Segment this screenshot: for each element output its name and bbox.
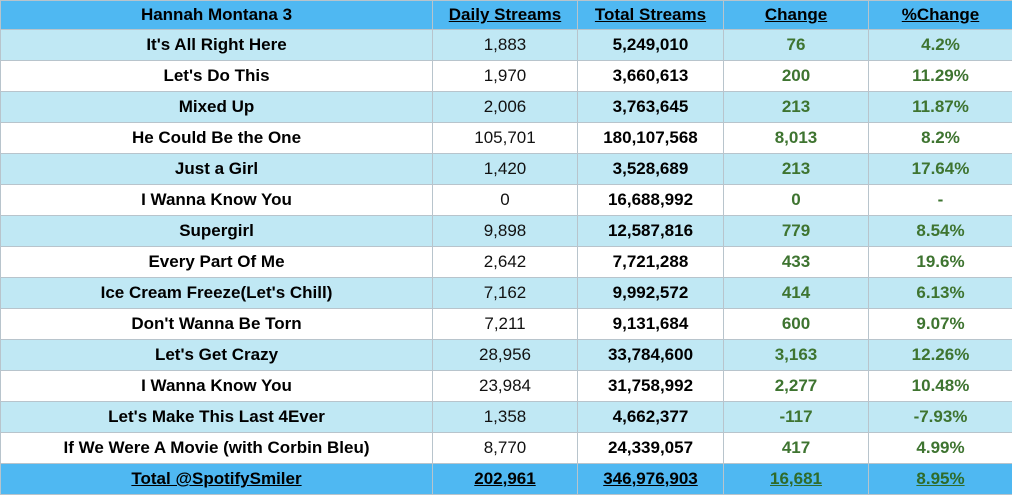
total-streams-header[interactable]: Total Streams <box>578 1 724 30</box>
song-title-cell: It's All Right Here <box>1 30 433 61</box>
pct-change-cell: 8.2% <box>869 123 1012 154</box>
pct-change-cell: 11.29% <box>869 61 1012 92</box>
change-cell: 8,013 <box>724 123 869 154</box>
pct-change-cell: -7.93% <box>869 402 1012 433</box>
header-row: Hannah Montana 3 Daily Streams Total Str… <box>1 1 1012 30</box>
daily-streams-cell: 1,970 <box>433 61 578 92</box>
change-cell: 76 <box>724 30 869 61</box>
total-row: Total @SpotifySmiler 202,961 346,976,903… <box>1 464 1012 495</box>
change-header[interactable]: Change <box>724 1 869 30</box>
song-title-cell: Mixed Up <box>1 92 433 123</box>
daily-streams-cell: 0 <box>433 185 578 216</box>
pct-change-cell: 9.07% <box>869 309 1012 340</box>
daily-streams-cell: 2,642 <box>433 247 578 278</box>
pct-change-cell: 8.54% <box>869 216 1012 247</box>
total-streams-cell: 7,721,288 <box>578 247 724 278</box>
album-title-header: Hannah Montana 3 <box>1 1 433 30</box>
pct-change-header[interactable]: %Change <box>869 1 1012 30</box>
total-streams-cell: 3,660,613 <box>578 61 724 92</box>
total-streams-cell: 12,587,816 <box>578 216 724 247</box>
song-title-cell: I Wanna Know You <box>1 371 433 402</box>
song-title-cell: Let's Get Crazy <box>1 340 433 371</box>
pct-change-cell: 19.6% <box>869 247 1012 278</box>
total-streams-cell: 3,528,689 <box>578 154 724 185</box>
song-title-cell: If We Were A Movie (with Corbin Bleu) <box>1 433 433 464</box>
change-cell: 3,163 <box>724 340 869 371</box>
daily-streams-cell: 7,162 <box>433 278 578 309</box>
daily-streams-cell: 28,956 <box>433 340 578 371</box>
change-cell: 779 <box>724 216 869 247</box>
table-row: If We Were A Movie (with Corbin Bleu)8,7… <box>1 433 1012 464</box>
pct-change-cell: 10.48% <box>869 371 1012 402</box>
pct-change-cell: 17.64% <box>869 154 1012 185</box>
song-title-cell: Let's Do This <box>1 61 433 92</box>
change-cell: -117 <box>724 402 869 433</box>
daily-streams-cell: 2,006 <box>433 92 578 123</box>
change-cell: 200 <box>724 61 869 92</box>
change-cell: 417 <box>724 433 869 464</box>
song-title-cell: Supergirl <box>1 216 433 247</box>
song-title-cell: Let's Make This Last 4Ever <box>1 402 433 433</box>
pct-change-cell: 4.99% <box>869 433 1012 464</box>
change-cell: 600 <box>724 309 869 340</box>
daily-streams-cell: 1,420 <box>433 154 578 185</box>
total-streams-cell: 180,107,568 <box>578 123 724 154</box>
total-streams-cell: 24,339,057 <box>578 433 724 464</box>
change-cell: 414 <box>724 278 869 309</box>
song-title-cell: Just a Girl <box>1 154 433 185</box>
total-streams-cell: 33,784,600 <box>578 340 724 371</box>
total-streams-cell: 5,249,010 <box>578 30 724 61</box>
pct-change-cell: 12.26% <box>869 340 1012 371</box>
total-change[interactable]: 16,681 <box>724 464 869 495</box>
total-total[interactable]: 346,976,903 <box>578 464 724 495</box>
daily-streams-cell: 7,211 <box>433 309 578 340</box>
daily-streams-cell: 1,883 <box>433 30 578 61</box>
change-cell: 213 <box>724 154 869 185</box>
daily-streams-cell: 105,701 <box>433 123 578 154</box>
daily-streams-header[interactable]: Daily Streams <box>433 1 578 30</box>
total-pct[interactable]: 8.95% <box>869 464 1012 495</box>
pct-change-cell: - <box>869 185 1012 216</box>
daily-streams-cell: 1,358 <box>433 402 578 433</box>
total-streams-cell: 9,131,684 <box>578 309 724 340</box>
change-cell: 0 <box>724 185 869 216</box>
pct-change-cell: 4.2% <box>869 30 1012 61</box>
song-title-cell: Don't Wanna Be Torn <box>1 309 433 340</box>
song-title-cell: He Could Be the One <box>1 123 433 154</box>
total-streams-cell: 3,763,645 <box>578 92 724 123</box>
daily-streams-cell: 8,770 <box>433 433 578 464</box>
song-title-cell: Ice Cream Freeze(Let's Chill) <box>1 278 433 309</box>
song-title-cell: Every Part Of Me <box>1 247 433 278</box>
change-cell: 213 <box>724 92 869 123</box>
total-label-link[interactable]: Total @SpotifySmiler <box>1 464 433 495</box>
total-daily[interactable]: 202,961 <box>433 464 578 495</box>
total-streams-cell: 4,662,377 <box>578 402 724 433</box>
pct-change-cell: 6.13% <box>869 278 1012 309</box>
daily-streams-cell: 9,898 <box>433 216 578 247</box>
total-streams-cell: 9,992,572 <box>578 278 724 309</box>
total-streams-cell: 16,688,992 <box>578 185 724 216</box>
pct-change-cell: 11.87% <box>869 92 1012 123</box>
song-title-cell: I Wanna Know You <box>1 185 433 216</box>
change-cell: 2,277 <box>724 371 869 402</box>
change-cell: 433 <box>724 247 869 278</box>
total-streams-cell: 31,758,992 <box>578 371 724 402</box>
daily-streams-cell: 23,984 <box>433 371 578 402</box>
